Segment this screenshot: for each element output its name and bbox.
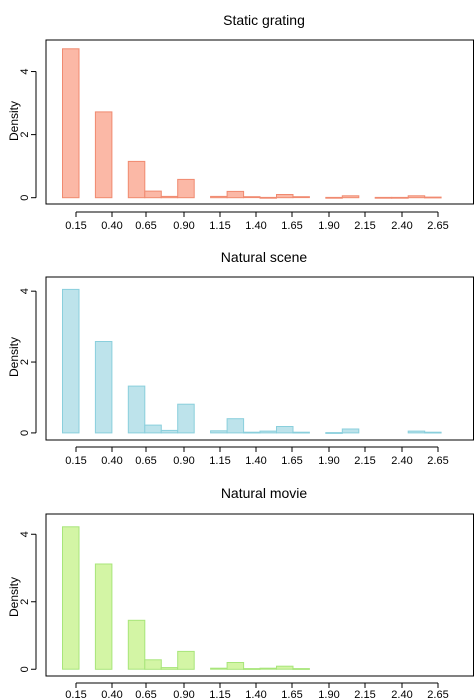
histogram-bar bbox=[94, 341, 113, 434]
histogram-bar bbox=[144, 190, 162, 199]
histogram-bar bbox=[62, 526, 80, 670]
histogram-bar bbox=[276, 665, 294, 670]
histogram-bar bbox=[243, 196, 261, 199]
x-tick-label: 0.65 bbox=[135, 455, 156, 467]
histogram-bar bbox=[374, 196, 393, 199]
histogram-bar bbox=[144, 659, 162, 670]
y-axis-label: Density bbox=[7, 577, 21, 617]
y-tick-label: 2 bbox=[19, 359, 31, 365]
x-tick-label: 1.40 bbox=[245, 220, 266, 232]
histogram-bar bbox=[341, 428, 360, 434]
histogram-bar bbox=[144, 424, 162, 434]
x-tick-label: 1.90 bbox=[318, 689, 339, 700]
histogram-bar bbox=[127, 619, 146, 670]
natural-movie-panel: Natural movie Density 0.15 0.40 0.65 0.90 1.… bbox=[7, 485, 474, 700]
panel-title: Natural movie bbox=[221, 485, 308, 501]
y-tick-label: 2 bbox=[19, 599, 31, 605]
histogram-bar bbox=[259, 667, 277, 670]
histogram-bar bbox=[407, 195, 426, 199]
natural-scene-panel: Natural scene Density 0.15 0.40 0.65 0.90 1.… bbox=[7, 249, 474, 467]
histogram-bar bbox=[276, 194, 294, 199]
x-tick-label: 0.15 bbox=[65, 689, 86, 700]
histogram-bar bbox=[226, 190, 245, 199]
x-tick-label: 2.65 bbox=[427, 220, 448, 232]
x-tick-label: 1.65 bbox=[281, 455, 302, 467]
histogram-bar bbox=[160, 667, 179, 670]
x-tick-label: 0.90 bbox=[173, 689, 194, 700]
histogram-bar bbox=[127, 160, 146, 199]
y-tick-label: 0 bbox=[19, 666, 31, 672]
histogram-bar bbox=[177, 650, 195, 670]
x-tick-label: 0.90 bbox=[173, 455, 194, 467]
histogram-bar bbox=[292, 431, 310, 434]
histogram-bar bbox=[94, 563, 113, 670]
y-tick-label: 4 bbox=[19, 531, 31, 537]
x-tick-label: 1.65 bbox=[281, 689, 302, 700]
x-tick-label: 0.65 bbox=[135, 689, 156, 700]
histogram-bar bbox=[325, 196, 343, 199]
histogram-bar bbox=[177, 403, 195, 434]
histogram-bar bbox=[424, 431, 442, 434]
x-tick-label: 1.40 bbox=[245, 455, 266, 467]
x-tick-label: 2.15 bbox=[354, 455, 375, 467]
y-axis-label: Density bbox=[7, 337, 21, 377]
histogram-bar bbox=[243, 668, 261, 670]
x-tick-label: 1.15 bbox=[209, 689, 230, 700]
x-tick-label: 0.40 bbox=[101, 220, 122, 232]
x-tick-label: 1.90 bbox=[318, 220, 339, 232]
y-tick-label: 4 bbox=[19, 68, 31, 74]
y-tick-label: 4 bbox=[19, 288, 31, 294]
x-tick-label: 0.15 bbox=[65, 220, 86, 232]
histogram-bar bbox=[62, 48, 80, 199]
x-tick-label: 1.40 bbox=[245, 689, 266, 700]
x-tick-label: 2.40 bbox=[391, 689, 412, 700]
histogram-bar bbox=[391, 196, 409, 199]
histogram-bar bbox=[160, 429, 179, 434]
histogram-bar bbox=[210, 430, 228, 434]
histogram-bar bbox=[325, 432, 343, 434]
x-tick-label: 2.65 bbox=[427, 455, 448, 467]
histogram-bar bbox=[276, 426, 294, 434]
y-tick-label: 0 bbox=[19, 195, 31, 201]
histogram-bar bbox=[94, 111, 113, 199]
x-tick-label: 2.15 bbox=[354, 220, 375, 232]
x-tick-label: 0.40 bbox=[101, 689, 122, 700]
static-grating-panel: Static grating Density 0.15 0.40 0.65 0.90 1… bbox=[7, 12, 474, 232]
panel-title: Static grating bbox=[223, 12, 305, 28]
x-tick-label: 1.15 bbox=[209, 220, 230, 232]
x-tick-label: 1.65 bbox=[281, 220, 302, 232]
histogram-bar bbox=[62, 288, 80, 434]
x-tick-label: 2.40 bbox=[391, 220, 412, 232]
x-tick-label: 2.65 bbox=[427, 689, 448, 700]
y-tick-label: 0 bbox=[19, 430, 31, 436]
x-tick-label: 0.65 bbox=[135, 220, 156, 232]
histogram-bar bbox=[259, 430, 277, 434]
y-axis-label: Density bbox=[7, 101, 21, 141]
histogram-bar bbox=[177, 178, 195, 199]
histogram-bar bbox=[210, 195, 228, 199]
x-tick-label: 0.15 bbox=[65, 455, 86, 467]
x-tick-label: 0.40 bbox=[101, 455, 122, 467]
histogram-bar bbox=[243, 431, 261, 434]
histogram-bar bbox=[226, 418, 245, 434]
histogram-bar bbox=[407, 430, 426, 434]
x-tick-label: 1.90 bbox=[318, 455, 339, 467]
x-tick-label: 0.90 bbox=[173, 220, 194, 232]
x-tick-label: 1.15 bbox=[209, 455, 230, 467]
histogram-bar bbox=[341, 195, 360, 199]
panel-title: Natural scene bbox=[221, 249, 308, 265]
histogram-bar bbox=[292, 196, 310, 199]
histogram-bar bbox=[424, 196, 442, 199]
histogram-bar bbox=[226, 662, 245, 670]
y-tick-label: 2 bbox=[19, 132, 31, 138]
histogram-bar bbox=[210, 667, 228, 670]
histogram-bar bbox=[259, 196, 277, 199]
x-tick-label: 2.15 bbox=[354, 689, 375, 700]
histogram-bar bbox=[127, 385, 146, 434]
x-tick-label: 2.40 bbox=[391, 455, 412, 467]
histogram-bar bbox=[292, 668, 310, 670]
histogram-bar bbox=[160, 195, 179, 199]
